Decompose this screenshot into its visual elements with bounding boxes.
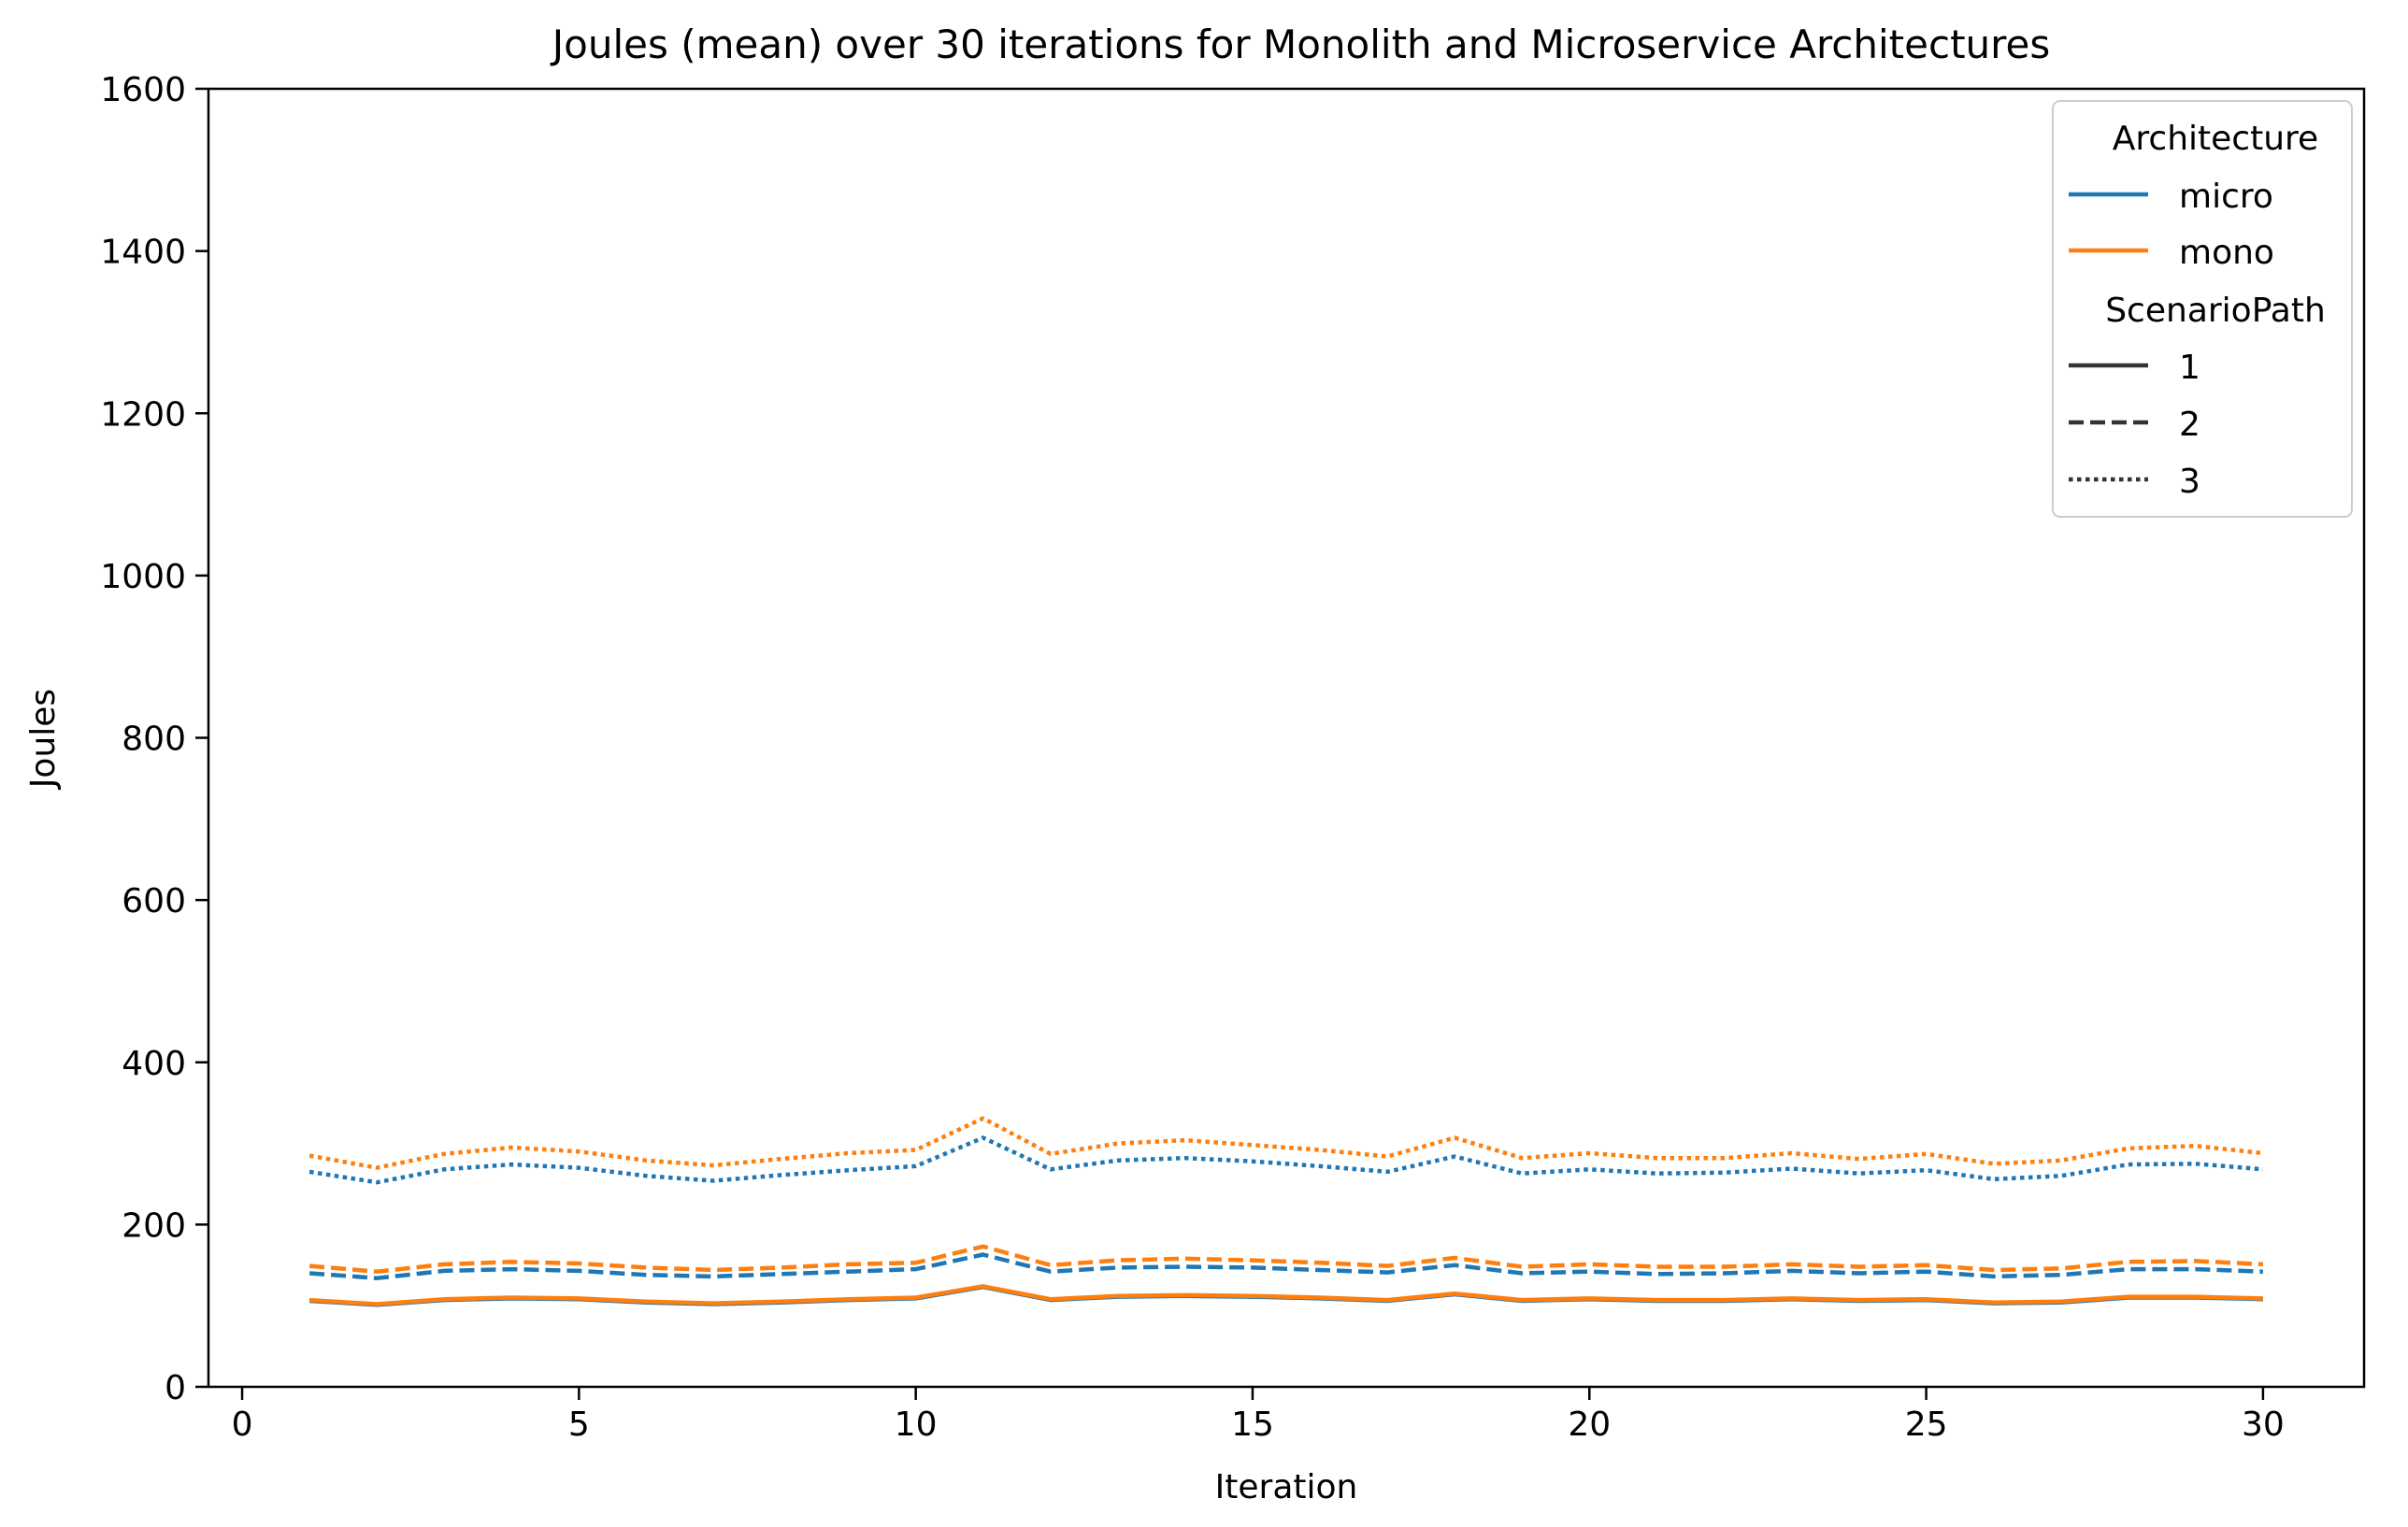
x-tick-label: 10: [895, 1406, 938, 1444]
series-line-mono-path-2: [308, 1244, 2264, 1274]
chart-title: Joules (mean) over 30 iterations for Mon…: [550, 21, 2050, 67]
y-tick-label: 1600: [100, 71, 186, 109]
legend-frame: [2052, 100, 2353, 518]
series-line-mono-path-3: [308, 1116, 2264, 1170]
series-line-micro-path-3: [308, 1135, 2264, 1185]
x-tick-label: 30: [2242, 1406, 2285, 1444]
legend-label-micro: micro: [2179, 178, 2273, 216]
x-tick-label: 5: [568, 1406, 590, 1444]
legend-title-architecture: Architecture: [2113, 120, 2318, 158]
y-axis-ticks: 0 200 400 600 800 1000 1200 1400 1600: [100, 71, 208, 1407]
y-tick-label: 200: [122, 1206, 186, 1245]
x-tick-label: 20: [1568, 1406, 1611, 1444]
x-tick-label: 25: [1905, 1406, 1948, 1444]
y-tick-label: 400: [122, 1045, 186, 1083]
x-axis-ticks: 0 5 10 15 20 25 30: [232, 1387, 2285, 1444]
y-tick-label: 1400: [100, 234, 186, 272]
legend-label-mono: mono: [2179, 234, 2274, 272]
legend: Architecture micro mono ScenarioPath 1 2…: [2052, 100, 2353, 518]
y-tick-label: 1200: [100, 395, 186, 434]
y-tick-label: 600: [122, 882, 186, 920]
y-tick-label: 800: [122, 721, 186, 759]
x-tick-label: 15: [1231, 1406, 1274, 1444]
legend-label-scenario-3: 3: [2179, 463, 2200, 501]
legend-label-scenario-1: 1: [2179, 349, 2200, 387]
legend-title-scenariopath: ScenarioPath: [2105, 292, 2326, 330]
series-line-micro-path-2: [308, 1252, 2263, 1280]
y-axis-label: Joules: [24, 689, 63, 790]
series-line-mono-path-1: [308, 1284, 2263, 1306]
plot-frame: [207, 87, 2366, 1389]
y-tick-label: 1000: [100, 558, 186, 596]
y-tick-label: 0: [165, 1369, 186, 1407]
x-tick-label: 0: [232, 1406, 253, 1444]
plot-lines: [308, 1116, 2264, 1307]
x-axis-label: Iteration: [1215, 1468, 1358, 1506]
legend-label-scenario-2: 2: [2179, 406, 2200, 444]
